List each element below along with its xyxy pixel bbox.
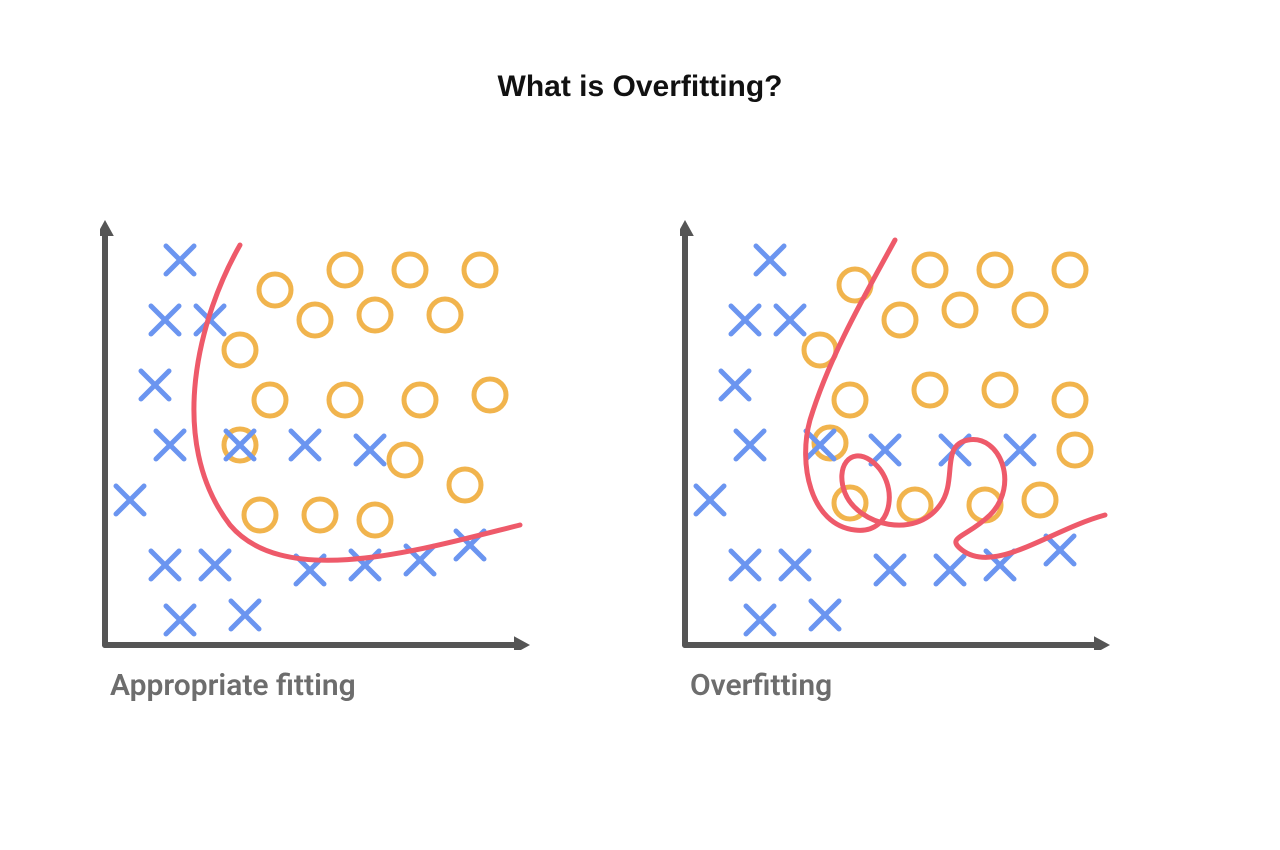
x-marker: [746, 606, 774, 634]
o-marker: [1054, 384, 1086, 416]
x-marker: [151, 306, 179, 334]
o-marker: [979, 254, 1011, 286]
x-marker: [871, 436, 899, 464]
o-marker: [449, 469, 481, 501]
page: What is Overfitting? Appropriate fitting…: [0, 0, 1280, 850]
x-marker: [116, 486, 144, 514]
x-marker: [696, 486, 724, 514]
o-marker: [404, 384, 436, 416]
o-marker: [1059, 434, 1091, 466]
o-marker: [394, 254, 426, 286]
caption-appropriate: Appropriate fitting: [110, 668, 356, 703]
x-marker: [776, 306, 804, 334]
x-marker: [291, 431, 319, 459]
o-marker: [914, 254, 946, 286]
o-marker: [984, 374, 1016, 406]
o-marker: [944, 294, 976, 326]
x-marker: [166, 606, 194, 634]
o-marker: [464, 254, 496, 286]
o-marker: [254, 384, 286, 416]
x-marker: [781, 551, 809, 579]
panel-overfitting: Overfitting: [680, 220, 1110, 730]
x-marker: [736, 431, 764, 459]
x-marker: [156, 431, 184, 459]
caption-overfitting: Overfitting: [690, 668, 832, 703]
x-marker: [936, 556, 964, 584]
y-axis-arrow: [100, 220, 114, 236]
plot-overfitting: [680, 220, 1110, 650]
x-marker: [731, 306, 759, 334]
o-marker: [304, 499, 336, 531]
o-marker: [914, 374, 946, 406]
o-marker: [474, 379, 506, 411]
o-marker: [244, 499, 276, 531]
o-marker: [834, 384, 866, 416]
o-marker: [329, 254, 361, 286]
x-marker: [141, 371, 169, 399]
plot-appropriate: [100, 220, 530, 650]
o-marker: [224, 334, 256, 366]
y-axis-arrow: [680, 220, 694, 236]
x-marker: [1006, 436, 1034, 464]
o-marker: [1024, 484, 1056, 516]
panel-appropriate-fitting: Appropriate fitting: [100, 220, 530, 730]
x-marker: [1046, 536, 1074, 564]
x-marker: [731, 551, 759, 579]
x-marker: [756, 246, 784, 274]
x-marker: [201, 551, 229, 579]
o-marker: [389, 444, 421, 476]
x-axis-arrow: [1094, 636, 1110, 650]
o-marker: [359, 504, 391, 536]
o-marker: [429, 299, 461, 331]
x-marker: [226, 431, 254, 459]
o-marker: [1054, 254, 1086, 286]
x-marker: [151, 551, 179, 579]
o-marker: [1014, 294, 1046, 326]
o-marker: [359, 299, 391, 331]
o-marker: [329, 384, 361, 416]
o-marker: [299, 304, 331, 336]
x-marker: [356, 436, 384, 464]
x-marker: [231, 601, 259, 629]
x-marker: [166, 246, 194, 274]
x-marker: [811, 601, 839, 629]
o-marker: [884, 304, 916, 336]
page-title: What is Overfitting?: [0, 70, 1280, 104]
x-marker: [721, 371, 749, 399]
decision-boundary: [806, 240, 1105, 557]
o-marker: [259, 274, 291, 306]
x-axis-arrow: [514, 636, 530, 650]
x-marker: [876, 556, 904, 584]
